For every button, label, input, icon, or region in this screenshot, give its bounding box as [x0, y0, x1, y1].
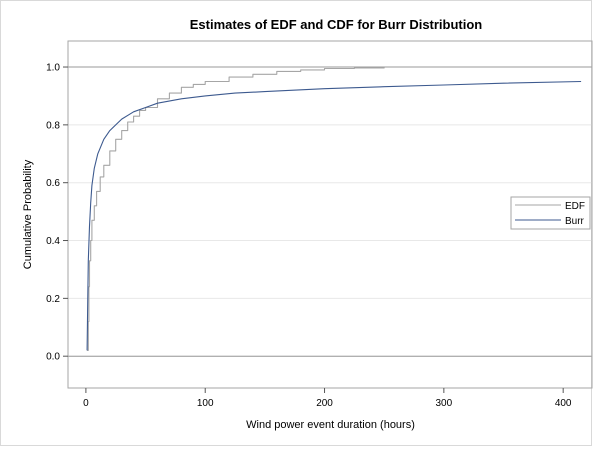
x-tick-label-3: 300 [436, 398, 453, 409]
legend: EDF Burr [510, 196, 591, 230]
chart-title: Estimates of EDF and CDF for Burr Distri… [190, 17, 483, 32]
x-axis-ticks: 0 100 200 300 400 [83, 388, 572, 409]
y-tick-label-3: 0.6 [46, 178, 60, 189]
reference-lines [68, 66, 592, 357]
y-tick-label-0: 0.0 [46, 352, 60, 363]
x-tick-label-0: 0 [83, 398, 89, 409]
x-tick-label-1: 100 [197, 398, 214, 409]
x-tick-label-2: 200 [316, 398, 333, 409]
series-lines [86, 67, 582, 351]
y-axis-label: Cumulative Probability [22, 159, 34, 269]
y-tick-label-5: 1.0 [46, 63, 60, 74]
legend-label-edf: EDF [565, 201, 585, 212]
plot-area [67, 40, 593, 389]
y-tick-label-4: 0.8 [46, 120, 60, 131]
y-tick-label-2: 0.4 [46, 236, 60, 247]
x-tick-label-4: 400 [555, 398, 572, 409]
series-line-burr [86, 80, 582, 351]
y-axis-ticks: 0.0 0.2 0.4 0.6 0.8 1.0 [46, 63, 68, 363]
legend-box [510, 196, 591, 230]
legend-label-burr: Burr [565, 216, 585, 227]
x-axis-label: Wind power event duration (hours) [246, 419, 415, 431]
series-line-edf [87, 67, 385, 351]
y-tick-label-1: 0.2 [46, 294, 60, 305]
